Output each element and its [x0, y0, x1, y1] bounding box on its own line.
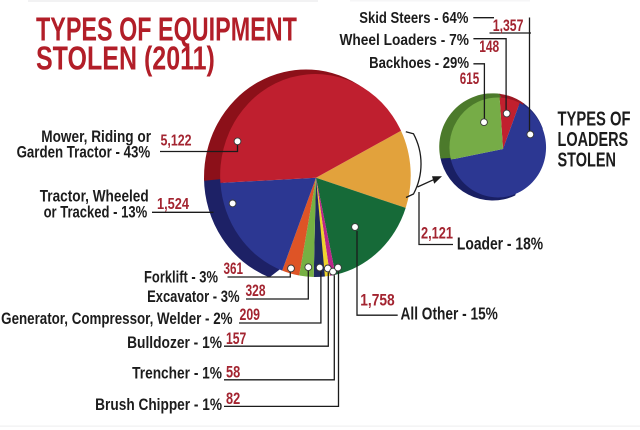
svg-text:328: 328: [246, 282, 266, 300]
svg-text:Loader - 18%: Loader - 18%: [457, 235, 543, 254]
svg-text:5,122: 5,122: [161, 132, 192, 150]
svg-text:82: 82: [226, 389, 240, 408]
svg-text:TYPES OF EQUIPMENT: TYPES OF EQUIPMENT: [36, 12, 297, 49]
svg-text:Brush Chipper - 1%: Brush Chipper - 1%: [95, 396, 222, 414]
svg-text:209: 209: [240, 306, 261, 324]
svg-text:1,357: 1,357: [493, 17, 524, 35]
svg-text:Trencher - 1%: Trencher - 1%: [132, 364, 222, 382]
svg-text:361: 361: [224, 260, 243, 279]
svg-text:Mower, Riding or: Mower, Riding or: [41, 128, 151, 146]
svg-text:Excavator - 3%: Excavator - 3%: [147, 289, 239, 307]
svg-text:58: 58: [226, 363, 240, 382]
svg-text:Skid Steers - 64%: Skid Steers - 64%: [359, 10, 468, 27]
svg-text:Garden Tractor - 43%: Garden Tractor - 43%: [17, 144, 151, 162]
svg-text:Backhoes - 29%: Backhoes - 29%: [369, 55, 469, 72]
svg-text:Forklift - 3%: Forklift - 3%: [144, 269, 218, 287]
svg-text:615: 615: [460, 70, 479, 89]
svg-text:All Other - 15%: All Other - 15%: [401, 305, 498, 324]
svg-text:Bulldozer - 1%: Bulldozer - 1%: [127, 334, 222, 352]
svg-text:Generator, Compressor, Welder: Generator, Compressor, Welder - 2%: [1, 311, 232, 328]
svg-text:STOLEN: STOLEN: [558, 148, 616, 171]
svg-text:148: 148: [479, 38, 499, 56]
svg-text:2,121: 2,121: [421, 224, 453, 243]
svg-text:STOLEN (2011): STOLEN (2011): [36, 40, 215, 77]
svg-text:1,758: 1,758: [360, 291, 395, 310]
svg-text:1,524: 1,524: [157, 196, 189, 214]
svg-text:Tractor, Wheeled: Tractor, Wheeled: [40, 187, 149, 205]
svg-text:or Tracked - 13%: or Tracked - 13%: [44, 204, 148, 222]
svg-text:Wheel Loaders - 7%: Wheel Loaders - 7%: [339, 32, 468, 49]
svg-text:TYPES OF: TYPES OF: [558, 107, 631, 130]
svg-text:LOADERS: LOADERS: [558, 128, 629, 151]
svg-text:157: 157: [226, 330, 246, 348]
